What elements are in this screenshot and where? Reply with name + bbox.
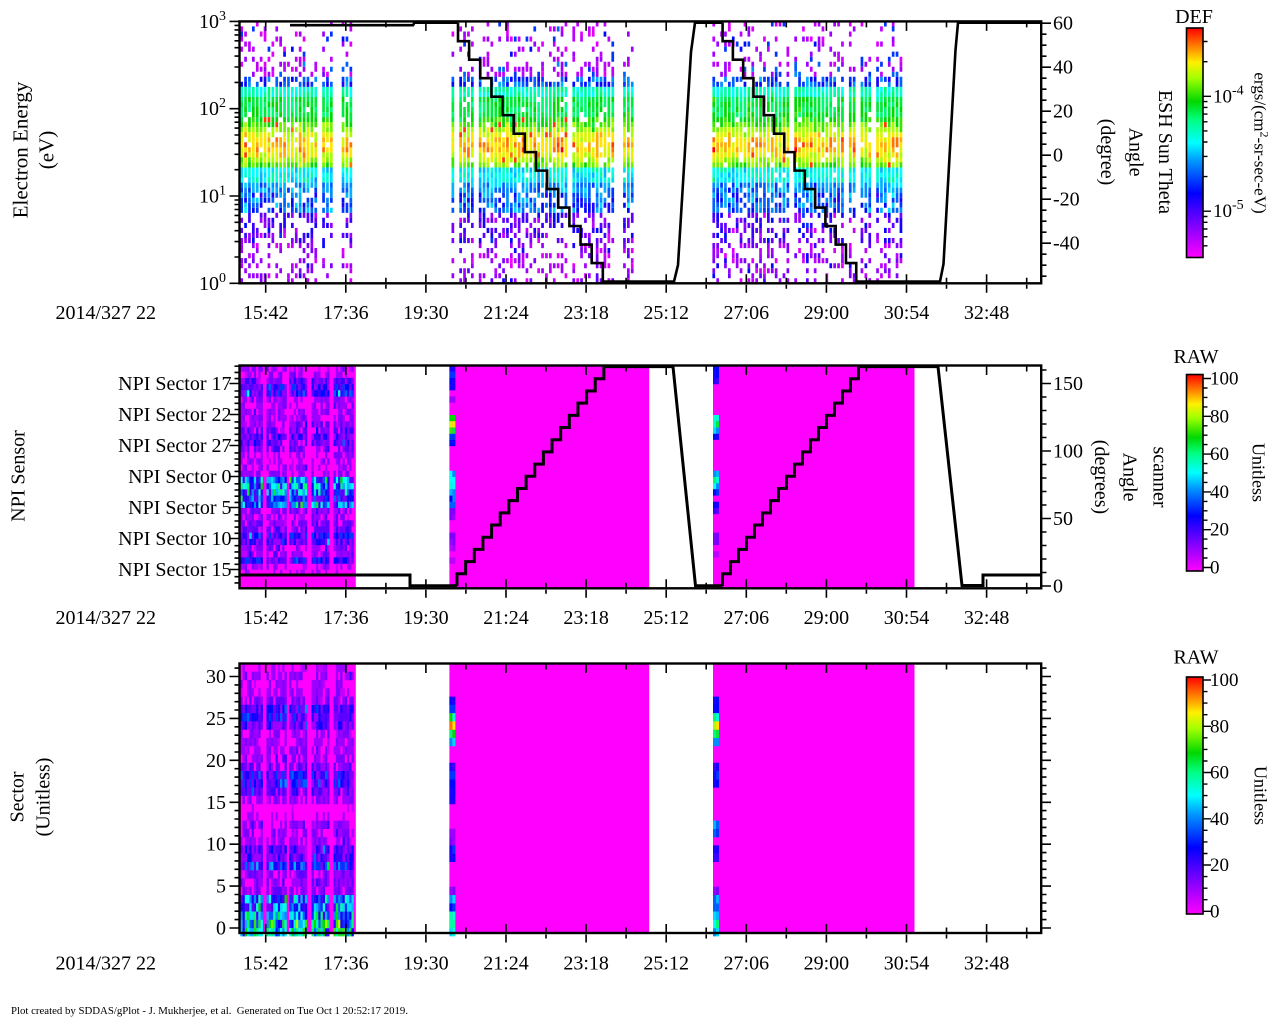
svg-text:0: 0: [1053, 145, 1063, 167]
svg-text:RAW: RAW: [1173, 647, 1218, 669]
svg-text:Plot created by SDDAS/gPlot -: Plot created by SDDAS/gPlot - J. Mukherj…: [11, 1005, 408, 1017]
svg-text:29:00: 29:00: [804, 607, 850, 629]
svg-text:15:42: 15:42: [243, 302, 289, 324]
svg-text:Angle: Angle: [1119, 453, 1141, 502]
svg-text:19:30: 19:30: [403, 302, 449, 324]
svg-text:20: 20: [1053, 101, 1073, 123]
svg-text:RAW: RAW: [1173, 346, 1218, 368]
svg-text:NPI Sector 10: NPI Sector 10: [118, 528, 231, 550]
svg-text:32:48: 32:48: [964, 607, 1010, 629]
svg-text:scanner: scanner: [1149, 446, 1171, 507]
svg-text:NPI Sector 0: NPI Sector 0: [128, 466, 231, 488]
svg-text:NPI Sector 27: NPI Sector 27: [118, 435, 231, 457]
svg-text:-40: -40: [1053, 233, 1080, 255]
svg-text:23:18: 23:18: [563, 953, 609, 975]
svg-text:50: 50: [1053, 508, 1073, 530]
svg-text:20: 20: [206, 750, 226, 772]
svg-text:17:36: 17:36: [323, 607, 369, 629]
svg-text:32:48: 32:48: [964, 953, 1010, 975]
svg-text:0: 0: [1210, 558, 1220, 579]
svg-text:32:48: 32:48: [964, 302, 1010, 324]
svg-text:(eV): (eV): [35, 131, 59, 169]
svg-text:15: 15: [206, 792, 226, 814]
svg-text:NPI Sector 5: NPI Sector 5: [128, 497, 231, 519]
svg-text:2014/327 22: 2014/327 22: [56, 607, 157, 629]
svg-text:21:24: 21:24: [483, 302, 529, 324]
svg-text:(Unitless): (Unitless): [33, 758, 55, 837]
svg-text:Angle: Angle: [1125, 128, 1147, 177]
svg-text:20: 20: [1210, 520, 1229, 541]
svg-text:100: 100: [1210, 670, 1239, 691]
svg-text:(degree): (degree): [1096, 119, 1118, 186]
svg-text:0: 0: [1210, 901, 1220, 922]
svg-text:30: 30: [206, 666, 226, 688]
svg-text:ESH Sun Theta: ESH Sun Theta: [1154, 90, 1176, 214]
svg-text:19:30: 19:30: [403, 607, 449, 629]
svg-text:21:24: 21:24: [483, 953, 529, 975]
svg-text:ergs/(cm2-sr-sec-eV): ergs/(cm2-sr-sec-eV): [1251, 72, 1272, 213]
svg-text:27:06: 27:06: [724, 953, 770, 975]
svg-text:17:36: 17:36: [323, 302, 369, 324]
svg-text:80: 80: [1210, 406, 1229, 427]
svg-text:DEF: DEF: [1175, 6, 1213, 28]
svg-text:30:54: 30:54: [884, 953, 930, 975]
svg-text:Electron Energy: Electron Energy: [9, 81, 33, 218]
svg-text:0: 0: [1053, 576, 1063, 598]
svg-text:25:12: 25:12: [643, 302, 689, 324]
svg-text:103: 103: [199, 9, 226, 33]
svg-text:27:06: 27:06: [724, 607, 770, 629]
svg-text:100: 100: [1053, 441, 1083, 463]
svg-text:10: 10: [206, 834, 226, 856]
svg-text:19:30: 19:30: [403, 953, 449, 975]
svg-text:21:24: 21:24: [483, 607, 529, 629]
svg-text:40: 40: [1210, 809, 1229, 830]
svg-text:2014/327 22: 2014/327 22: [56, 953, 157, 975]
svg-text:NPI Sector 22: NPI Sector 22: [118, 404, 231, 426]
svg-text:40: 40: [1210, 482, 1229, 503]
svg-text:80: 80: [1210, 716, 1229, 737]
svg-text:25:12: 25:12: [643, 953, 689, 975]
svg-text:Sector: Sector: [7, 771, 29, 822]
svg-text:29:00: 29:00: [804, 302, 850, 324]
svg-text:15:42: 15:42: [243, 607, 289, 629]
svg-text:60: 60: [1210, 763, 1229, 784]
svg-text:0: 0: [216, 918, 226, 940]
svg-text:27:06: 27:06: [724, 302, 770, 324]
svg-text:100: 100: [1210, 369, 1239, 390]
svg-text:25:12: 25:12: [643, 607, 689, 629]
svg-text:-20: -20: [1053, 189, 1080, 211]
svg-text:5: 5: [216, 876, 226, 898]
svg-text:Unitless: Unitless: [1251, 766, 1271, 825]
svg-text:29:00: 29:00: [804, 953, 850, 975]
svg-text:(degrees): (degrees): [1090, 440, 1112, 514]
svg-text:30:54: 30:54: [884, 302, 930, 324]
svg-text:60: 60: [1053, 13, 1073, 35]
svg-text:NPI Sector 17: NPI Sector 17: [118, 373, 231, 395]
svg-text:NPI Sensor: NPI Sensor: [8, 430, 30, 522]
svg-text:150: 150: [1053, 373, 1083, 395]
svg-text:25: 25: [206, 708, 226, 730]
svg-text:23:18: 23:18: [563, 607, 609, 629]
svg-text:15:42: 15:42: [243, 953, 289, 975]
svg-text:60: 60: [1210, 444, 1229, 465]
svg-text:NPI Sector 15: NPI Sector 15: [118, 559, 231, 581]
svg-text:30:54: 30:54: [884, 607, 930, 629]
svg-text:2014/327 22: 2014/327 22: [56, 302, 157, 324]
svg-text:Unitless: Unitless: [1249, 443, 1269, 502]
svg-text:20: 20: [1210, 855, 1229, 876]
svg-text:17:36: 17:36: [323, 953, 369, 975]
svg-text:23:18: 23:18: [563, 302, 609, 324]
svg-text:40: 40: [1053, 57, 1073, 79]
